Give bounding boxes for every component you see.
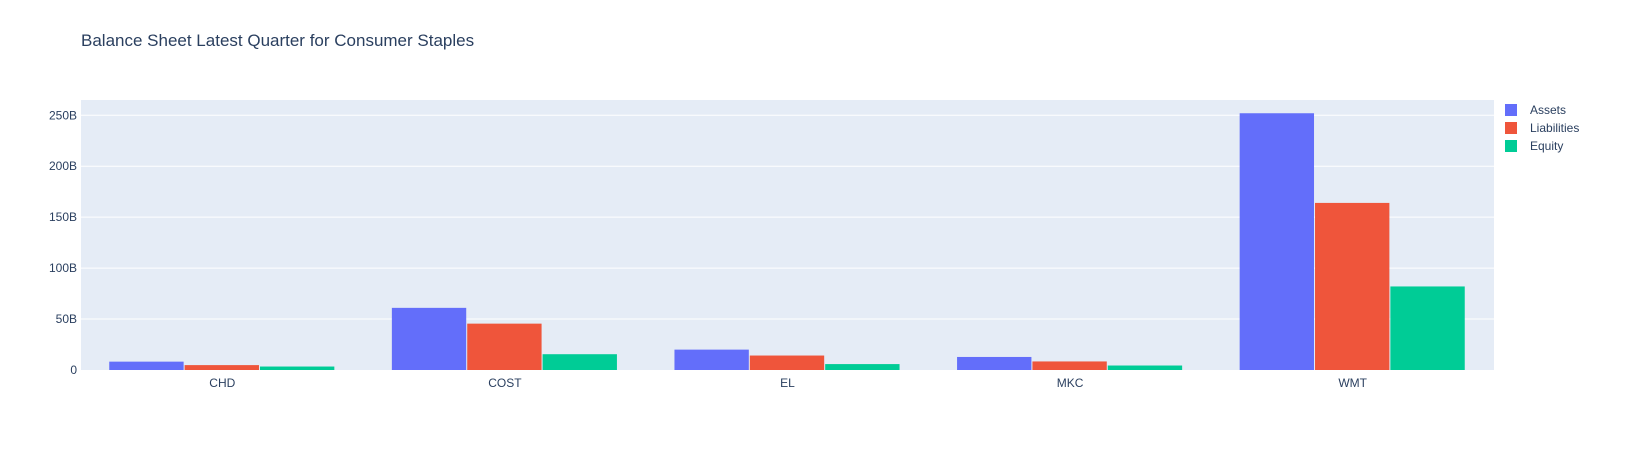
bar-liabilities-wmt[interactable] [1315,202,1390,370]
x-tick-label: WMT [1338,376,1367,390]
bar-equity-cost[interactable] [542,354,617,370]
legend-swatch [1505,140,1517,152]
bar-liabilities-mkc[interactable] [1032,361,1107,370]
legend-item-assets[interactable]: Assets [1505,103,1566,117]
legend-label: Liabilities [1530,121,1579,135]
bar-assets-mkc[interactable] [957,356,1032,370]
x-axis-ticks: CHD COST EL MKC WMT [209,376,1367,390]
y-tick-label: 50B [56,312,77,326]
legend-label: Assets [1530,103,1566,117]
legend-swatch [1505,104,1517,116]
y-tick-label: 100B [49,261,77,275]
chart-title: Balance Sheet Latest Quarter for Consume… [81,31,475,50]
y-tick-label: 0 [70,363,77,377]
legend-swatch [1505,122,1517,134]
bar-equity-mkc[interactable] [1107,365,1183,370]
legend-item-equity[interactable]: Equity [1505,139,1563,153]
bar-liabilities-el[interactable] [749,355,825,370]
x-tick-label: CHD [209,376,235,390]
legend-item-liabilities[interactable]: Liabilities [1505,121,1579,135]
bar-assets-wmt[interactable] [1239,113,1315,370]
bar-assets-el[interactable] [674,349,749,370]
bar-assets-chd[interactable] [109,361,184,370]
bar-equity-chd[interactable] [259,366,335,370]
x-tick-label: MKC [1057,376,1084,390]
bar-liabilities-chd[interactable] [184,365,259,370]
bar-liabilities-cost[interactable] [467,323,542,370]
y-tick-label: 250B [49,108,77,122]
bar-equity-el[interactable] [825,364,900,370]
y-tick-label: 200B [49,159,77,173]
bar-equity-wmt[interactable] [1390,286,1465,370]
x-tick-label: EL [780,376,795,390]
bar-assets-cost[interactable] [391,307,467,370]
legend[interactable]: Assets Liabilities Equity [1505,103,1579,153]
x-tick-label: COST [488,376,522,390]
y-tick-label: 150B [49,210,77,224]
y-axis-ticks: 0 50B 100B 150B 200B 250B [49,108,77,377]
bars [109,113,1465,370]
legend-label: Equity [1530,139,1563,153]
